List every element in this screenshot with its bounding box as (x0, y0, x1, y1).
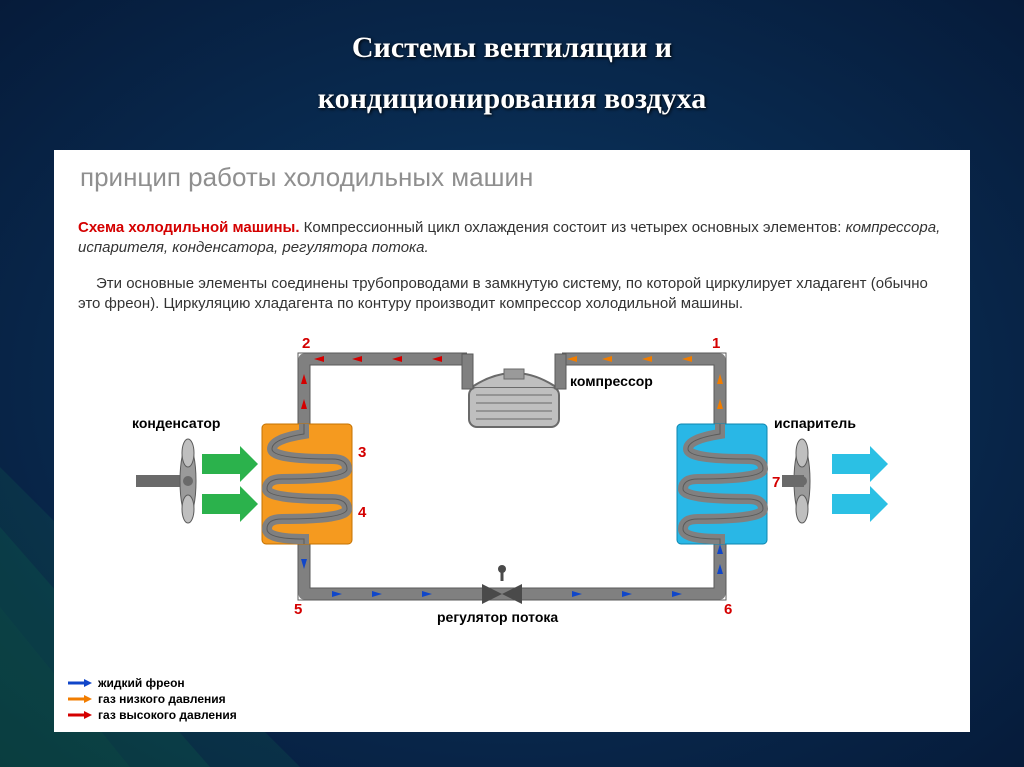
content-panel: принцип работы холодильных машин Схема х… (54, 150, 970, 732)
diagram-num-5: 5 (294, 601, 302, 618)
diagram-num-7: 7 (772, 474, 780, 491)
legend-row-highgas: газ высокого давления (68, 708, 237, 722)
label-compressor: компрессор (570, 373, 653, 389)
diagram-svg (72, 329, 972, 649)
condenser-icon (262, 424, 352, 544)
legend-row-lowgas: газ низкого давления (68, 692, 237, 706)
diagram-num-1: 1 (712, 335, 720, 352)
legend-row-liquid: жидкий фреон (68, 676, 237, 690)
label-regulator: регулятор потока (437, 609, 558, 625)
para1-red: Схема холодильной машины. (78, 219, 300, 236)
legend-text-0: жидкий фреон (98, 676, 185, 690)
label-condenser: конденсатор (132, 415, 220, 431)
para2: Эти основные элементы соединены трубопро… (78, 275, 928, 312)
fan-left-icon (136, 439, 196, 523)
diagram-num-6: 6 (724, 601, 732, 618)
diagram-num-2: 2 (302, 335, 310, 352)
legend-text-2: газ высокого давления (98, 708, 237, 722)
title-line-1: Системы вентиляции и (352, 31, 672, 64)
content-subtitle: принцип работы холодильных машин (72, 160, 952, 203)
air-arrows-green (202, 446, 258, 522)
title-line-2: кондиционирования воздуха (318, 82, 707, 115)
slide-title: Системы вентиляции и кондиционирования в… (0, 0, 1024, 132)
legend-text-1: газ низкого давления (98, 692, 226, 706)
refrigeration-diagram: 2 1 3 4 7 5 6 компрессор конденсатор исп… (72, 329, 952, 679)
para1-rest: Компрессионный цикл охлаждения состоит и… (300, 219, 846, 236)
diagram-num-3: 3 (358, 444, 366, 461)
description-paragraphs: Схема холодильной машины. Компрессионный… (72, 218, 952, 314)
legend: жидкий фреон газ низкого давления газ вы… (68, 676, 237, 724)
compressor-icon (462, 354, 566, 427)
diagram-num-4: 4 (358, 504, 366, 521)
evaporator-icon (677, 424, 767, 544)
label-evaporator: испаритель (774, 415, 856, 431)
